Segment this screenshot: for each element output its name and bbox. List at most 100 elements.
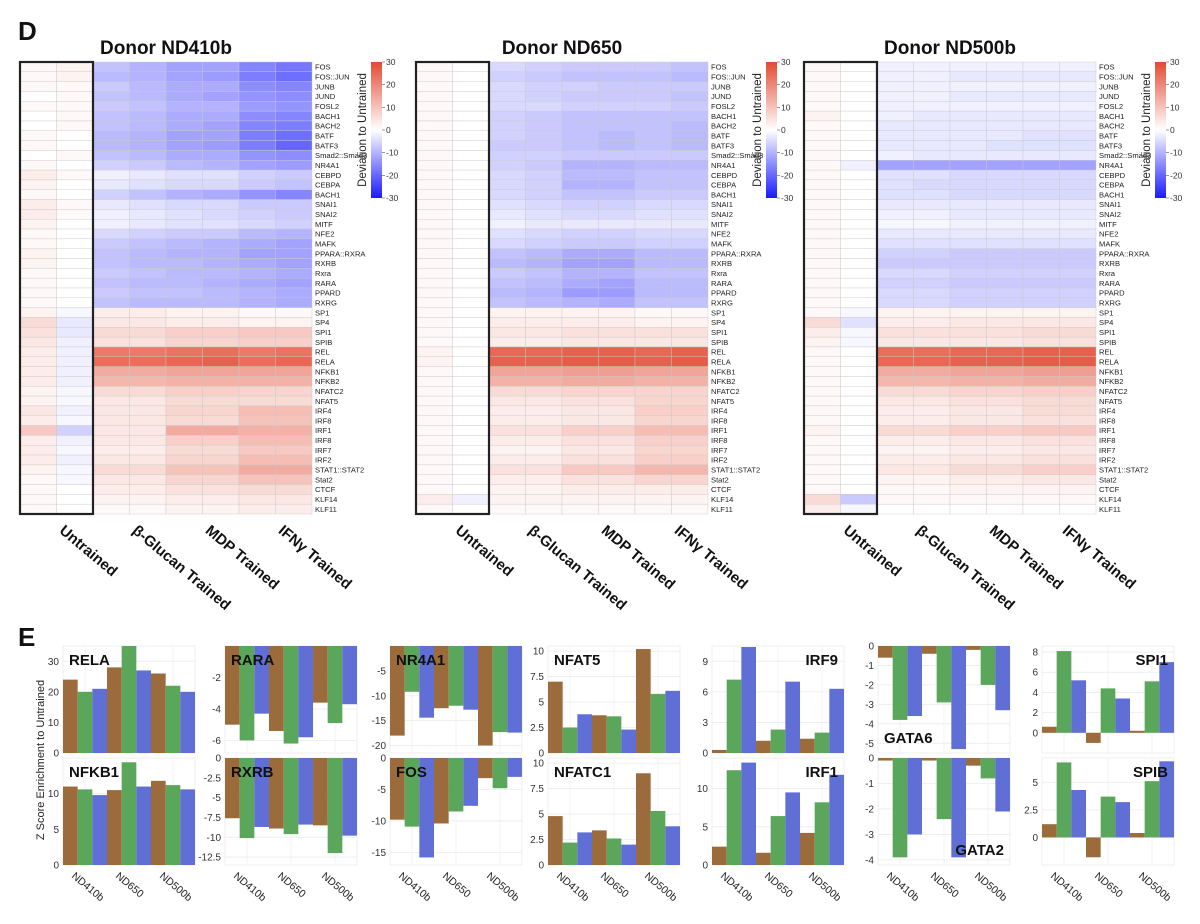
heatmap-cell	[561, 110, 599, 122]
heatmap-cell	[165, 425, 203, 436]
y-tick-label: 5	[538, 698, 544, 709]
heatmap-cell	[876, 386, 914, 397]
heatmap-cell	[275, 307, 313, 318]
heatmap-cell	[876, 297, 914, 308]
heatmap-cell	[876, 61, 914, 73]
heatmap-cell	[876, 494, 914, 505]
x-tick-label: ND650	[928, 870, 961, 900]
heatmap-cell	[415, 287, 453, 299]
heatmap-cell	[949, 317, 987, 328]
heatmap-row-label: Smad2::Smad3	[711, 151, 763, 160]
heatmap-cell	[913, 464, 951, 475]
heatmap-cell	[92, 120, 130, 131]
heatmap-row-label: SPIB	[1099, 338, 1116, 347]
heatmap-cell	[92, 425, 130, 436]
y-tick-label: -15	[372, 848, 387, 859]
heatmap-cell	[92, 199, 130, 210]
heatmap-cell	[56, 376, 94, 387]
heatmap-cell	[876, 435, 914, 446]
bar	[390, 646, 405, 736]
heatmap-cell	[634, 503, 672, 515]
heatmap-cell	[19, 464, 57, 475]
y-tick-label: -5	[377, 785, 386, 796]
heatmap-cell	[129, 199, 167, 210]
heatmap-cell	[275, 386, 313, 397]
heatmap-cell	[803, 209, 841, 220]
heatmap-row-label: MAFK	[1099, 240, 1120, 249]
y-tick-label: -15	[372, 716, 387, 727]
heatmap-cell	[986, 101, 1024, 112]
heatmap-cell	[598, 435, 636, 446]
heatmap-cell	[561, 189, 599, 200]
heatmap-cell	[949, 81, 987, 92]
heatmap-cell	[92, 297, 130, 308]
heatmap-cell	[803, 169, 841, 181]
heatmap-cell	[803, 435, 841, 446]
heatmap-cell	[275, 494, 313, 505]
heatmap-cell	[415, 219, 453, 230]
heatmap-cell	[129, 376, 167, 387]
heatmap-cell	[913, 189, 951, 200]
heatmap-cell	[598, 297, 636, 308]
bar	[922, 646, 937, 654]
heatmap-cell	[671, 258, 709, 269]
bar	[907, 646, 922, 717]
heatmap-cell	[525, 238, 563, 249]
heatmap-cell	[949, 474, 987, 485]
heatmap-cell	[986, 317, 1024, 328]
heatmap-cell	[129, 287, 167, 299]
heatmap-cell	[803, 346, 841, 357]
heatmap-row-label: BACH2	[1099, 122, 1124, 131]
heatmap-cell	[840, 484, 878, 495]
heatmap-cell	[56, 395, 94, 407]
heatmap-cell	[1059, 110, 1097, 122]
heatmap-cell	[275, 130, 313, 141]
heatmap-cell	[803, 356, 841, 367]
heatmap-cell	[671, 386, 709, 397]
heatmap-cell	[598, 366, 636, 377]
heatmap-cell	[238, 277, 276, 289]
heatmap-cell	[525, 376, 563, 387]
heatmap-cell	[165, 317, 203, 328]
heatmap-cell	[598, 356, 636, 367]
heatmap-cell	[561, 219, 599, 230]
heatmap-cell	[525, 425, 563, 436]
heatmap-cell	[1059, 366, 1097, 377]
heatmap-cell	[415, 277, 453, 289]
heatmap-cell	[949, 110, 987, 122]
heatmap-cell	[803, 297, 841, 308]
heatmap-cell	[913, 484, 951, 495]
heatmap-cell	[876, 110, 914, 122]
heatmap-cell	[19, 474, 57, 485]
bar	[1100, 688, 1116, 733]
heatmap-row-label: NFKB2	[315, 377, 339, 386]
heatmap-cell	[56, 346, 94, 357]
heatmap-cell	[876, 130, 914, 141]
heatmap-cell	[202, 287, 240, 299]
bar	[966, 758, 981, 766]
heatmap-cell	[165, 307, 203, 318]
heatmap-cell	[634, 415, 672, 426]
heatmap-cell	[165, 199, 203, 210]
heatmap-cell	[876, 376, 914, 387]
heatmap-cell	[634, 199, 672, 210]
heatmap-cell	[238, 268, 276, 279]
heatmap-cell	[913, 317, 951, 328]
heatmap-cell	[452, 336, 490, 348]
heatmap-cell	[1059, 317, 1097, 328]
heatmap-cell	[452, 405, 490, 416]
bar	[712, 846, 727, 865]
heatmap-cell	[525, 415, 563, 426]
heatmap-cell	[561, 61, 599, 73]
heatmap-cell	[634, 71, 672, 82]
heatmap-cell	[488, 160, 526, 171]
bar	[92, 795, 107, 865]
heatmap-row-label: SP1	[1099, 308, 1113, 317]
heatmap-cell	[949, 209, 987, 220]
heatmap-cell	[238, 454, 276, 466]
heatmap-cell	[488, 228, 526, 240]
